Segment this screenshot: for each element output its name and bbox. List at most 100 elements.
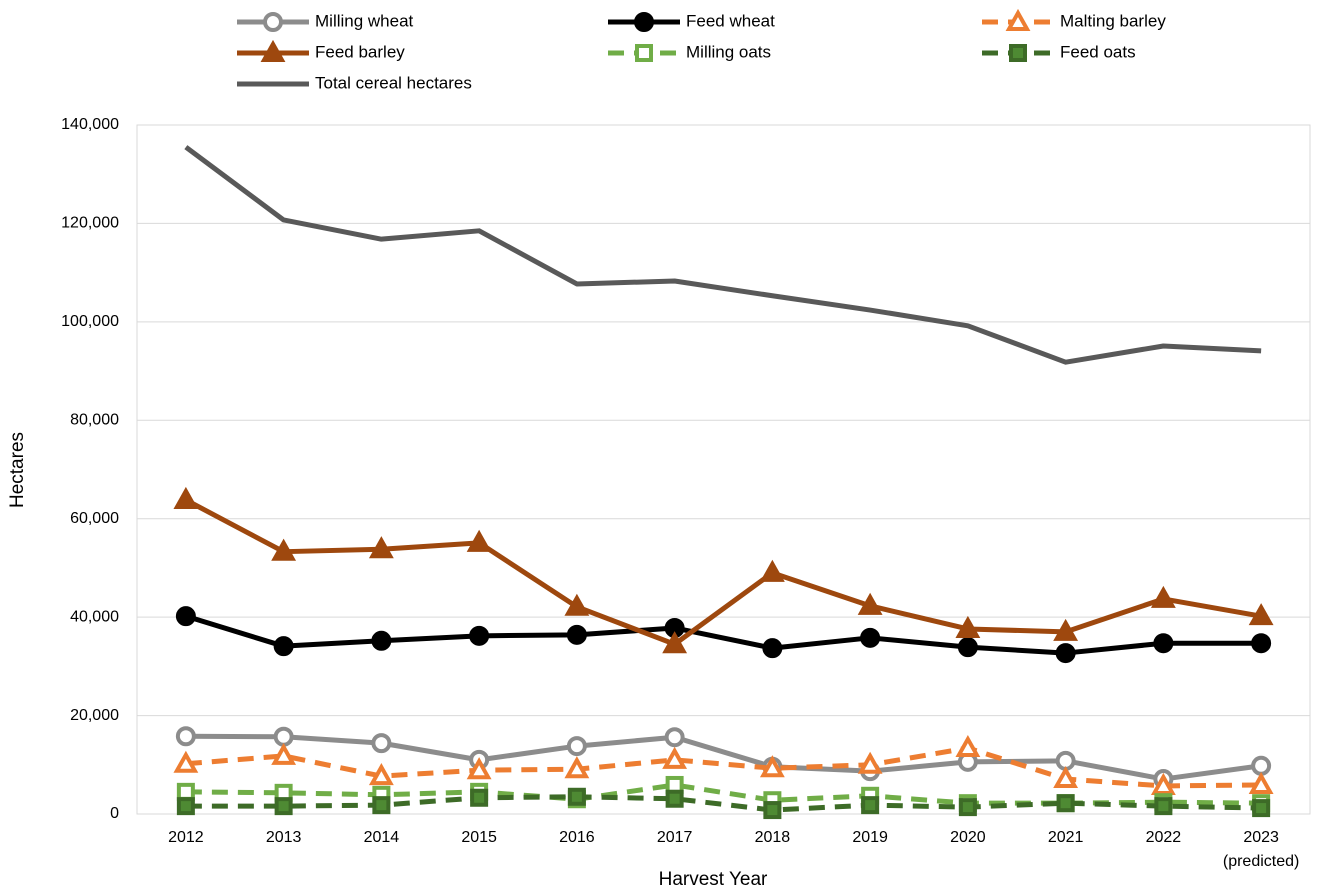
series-line <box>184 497 1262 647</box>
data-point <box>1248 771 1274 794</box>
x-tick-label: 2012 <box>168 829 204 846</box>
x-axis-title: Harvest Year <box>659 869 768 890</box>
data-point <box>665 789 684 808</box>
y-tick-label: 120,000 <box>61 215 119 232</box>
legend-item: Total cereal hectares <box>237 73 472 92</box>
data-point <box>662 631 688 654</box>
x-tick-label: 2020 <box>950 829 986 846</box>
data-point <box>857 592 883 615</box>
data-point <box>1248 603 1274 626</box>
legend-item: Milling oats <box>608 42 771 62</box>
series <box>184 145 1262 365</box>
data-point <box>955 615 981 638</box>
x-tick-label: 2015 <box>461 829 497 846</box>
data-point <box>857 751 883 774</box>
data-point <box>1252 799 1271 818</box>
data-point <box>861 796 880 815</box>
y-tick-label: 100,000 <box>61 313 119 330</box>
y-tick-label: 60,000 <box>70 510 119 527</box>
y-tick-label: 0 <box>110 805 119 822</box>
x-tick-label: 2023 (predicted) <box>1223 829 1299 870</box>
series <box>173 486 1274 654</box>
data-point <box>1056 794 1075 813</box>
plot-border <box>136 124 1311 815</box>
data-point <box>762 638 783 659</box>
data-point <box>173 486 199 510</box>
data-point <box>271 742 297 765</box>
data-point <box>860 627 881 648</box>
y-axis-title: Hectares <box>7 432 28 508</box>
data-point <box>1150 585 1176 608</box>
data-point <box>470 788 489 807</box>
data-point <box>1251 633 1272 654</box>
data-point <box>564 593 590 616</box>
data-point <box>368 536 394 559</box>
x-tick-label: 2018 <box>755 829 791 846</box>
legend-item: Feed wheat <box>608 11 775 32</box>
legend-marker <box>263 12 283 32</box>
x-tick-label: 2013 <box>266 829 302 846</box>
x-tick-label: 2017 <box>657 829 693 846</box>
x-tick-label: 2019 <box>852 829 888 846</box>
data-point <box>176 797 195 816</box>
data-point <box>759 755 785 778</box>
data-point <box>1053 765 1079 789</box>
legend-label: Total cereal hectares <box>315 73 472 92</box>
legend-item: Malting barley <box>982 8 1166 31</box>
legend-label: Feed oats <box>1060 42 1136 61</box>
data-point <box>1053 618 1079 641</box>
data-point <box>173 750 199 773</box>
data-point <box>955 734 981 758</box>
series-line <box>185 782 1262 806</box>
data-point <box>763 801 782 820</box>
data-point <box>662 746 688 769</box>
series <box>175 606 1272 664</box>
legend-item: Feed barley <box>237 39 405 62</box>
series <box>175 726 1272 790</box>
legend-marker <box>634 12 654 32</box>
legend-label: Malting barley <box>1060 11 1166 30</box>
x-tick-label: 2021 <box>1048 829 1084 846</box>
data-point <box>176 782 195 801</box>
x-tick-label: 2022 <box>1146 829 1182 846</box>
legend-item: Milling wheat <box>237 11 414 32</box>
data-point <box>368 763 394 786</box>
series-line <box>185 794 1262 813</box>
data-point <box>664 727 685 748</box>
x-tick-label: 2014 <box>364 829 400 846</box>
legend-label: Feed wheat <box>686 11 775 30</box>
data-point <box>567 787 586 806</box>
legend-marker <box>260 39 286 62</box>
legend-item: Feed oats <box>982 42 1136 62</box>
data-point <box>466 757 492 780</box>
series <box>173 734 1274 795</box>
data-point <box>1153 633 1174 654</box>
series-line <box>185 733 1262 782</box>
series-line <box>184 145 1262 365</box>
data-point <box>175 726 196 747</box>
data-point <box>958 798 977 817</box>
legend-marker <box>635 44 653 62</box>
data-point <box>1154 797 1173 816</box>
data-point <box>273 726 294 747</box>
legend-label: Milling oats <box>686 42 771 61</box>
y-tick-label: 80,000 <box>70 412 119 429</box>
data-point <box>371 630 392 651</box>
series-line <box>185 613 1262 656</box>
data-point <box>759 559 785 582</box>
x-tick-label: 2016 <box>559 829 595 846</box>
data-point <box>957 637 978 658</box>
data-point <box>1150 772 1176 795</box>
data-point <box>469 625 490 646</box>
legend-label: Milling wheat <box>315 11 414 30</box>
data-point <box>564 756 590 779</box>
data-point <box>273 636 294 657</box>
data-point <box>271 538 297 561</box>
series <box>176 787 1271 820</box>
data-point <box>1251 755 1272 776</box>
legend-label: Feed barley <box>315 42 405 61</box>
data-point <box>1055 643 1076 664</box>
data-point <box>466 529 492 552</box>
y-tick-label: 20,000 <box>70 707 119 724</box>
